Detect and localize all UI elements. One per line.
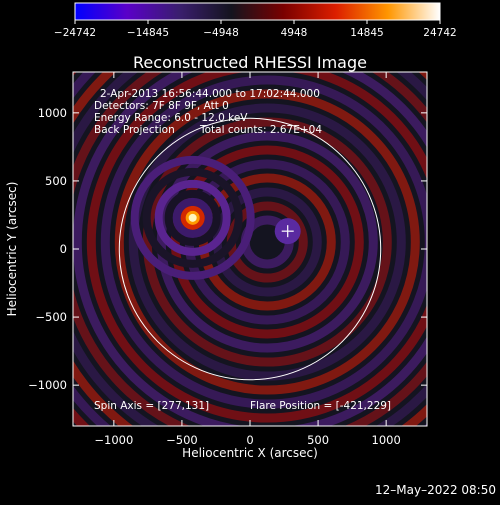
source-ring — [130, 155, 255, 280]
ripple-ring — [100, 75, 427, 409]
image-pattern — [73, 72, 427, 426]
bright-source-core — [188, 213, 197, 222]
x-tick-label: 0 — [246, 433, 253, 447]
colorbar-ticks: −24742 −14845 −4948 4948 14845 24742 — [54, 20, 457, 39]
annotation-total-counts: Total counts: 2.67E+04 — [199, 124, 322, 136]
annotation-spin-axis: Spin Axis = [277,131] — [94, 400, 209, 412]
x-tick-label: 500 — [307, 433, 329, 447]
y-tick-label: 0 — [60, 242, 67, 256]
x-tick-label: 1000 — [372, 433, 401, 447]
chart-title: Reconstructed RHESSI Image — [133, 53, 367, 72]
source-ring — [154, 179, 231, 256]
colorbar-tick-label: −24742 — [54, 27, 96, 39]
source-ring — [142, 167, 243, 268]
ripple-ring — [142, 117, 392, 367]
colorbar-tick-label: 4948 — [281, 27, 308, 39]
x-tick-label: −500 — [166, 433, 198, 447]
source-rings — [130, 155, 301, 280]
colorbar-tick-label: −4948 — [203, 27, 239, 39]
ripple-ring — [170, 145, 364, 339]
x-axis-ticks: −1000 −500 0 500 1000 — [94, 72, 401, 447]
ripple-ring — [86, 72, 427, 423]
spin-axis-marker — [281, 225, 294, 238]
ripple-ring — [73, 72, 427, 426]
x-axis-label: Heliocentric X (arcsec) — [182, 446, 318, 460]
colorbar-tick-label: −14845 — [127, 27, 169, 39]
colorbar-tick-label: 14845 — [350, 27, 383, 39]
y-tick-label: −500 — [35, 310, 67, 324]
source-ring — [164, 189, 221, 246]
y-tick-label: 500 — [45, 174, 67, 188]
annotation-time-range: 2-Apr-2013 16:56:44.000 to 17:02:44.000 — [100, 88, 320, 100]
solar-limb-circle — [118, 117, 382, 381]
annotation-method: Back Projection — [94, 124, 175, 136]
colorbar-tick-label: 24742 — [423, 27, 456, 39]
source-ring — [172, 197, 213, 238]
y-axis-ticks: −1000 −500 0 500 1000 — [28, 106, 427, 392]
y-axis-label: Heliocentric Y (arcsec) — [5, 182, 19, 317]
annotation-detectors: Detectors: 7F 8F 9F, Att 0 — [94, 100, 229, 112]
colorbar — [74, 2, 441, 21]
ripple-ring — [156, 131, 378, 353]
annotation-flare-position: Flare Position = [-421,229] — [250, 400, 391, 412]
y-tick-label: 1000 — [38, 106, 67, 120]
y-tick-label: −1000 — [28, 378, 67, 392]
x-tick-label: −1000 — [94, 433, 133, 447]
annotation-energy-range: Energy Range: 6.0 - 12.0 keV — [94, 112, 248, 124]
footer-timestamp: 12–May–2022 08:50 — [375, 483, 496, 497]
ripple-ring — [128, 103, 406, 381]
